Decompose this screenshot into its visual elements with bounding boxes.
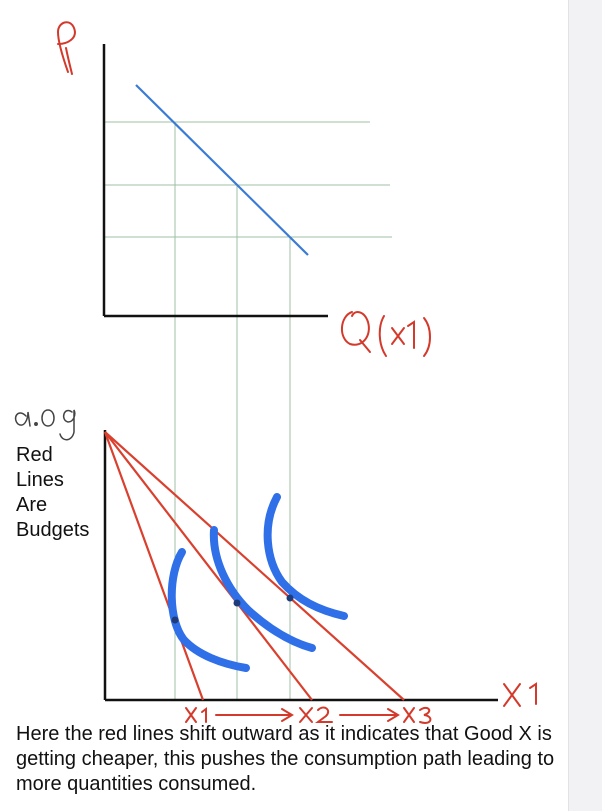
demand-curve — [135, 84, 309, 256]
legend-line: Red — [16, 444, 53, 466]
budget-legend: Red Lines Are Budgets — [16, 443, 106, 543]
tangency-point-2 — [233, 599, 241, 607]
legend-line: Are — [16, 494, 48, 516]
vertical-scrollbar[interactable] — [568, 0, 602, 811]
indifference-curve-2 — [209, 526, 316, 652]
legend-line: Budgets — [16, 519, 90, 541]
budget-graph — [14, 409, 537, 724]
explanation-text: Here the red lines shift outward as it i… — [16, 723, 555, 795]
legend-line: Lines — [16, 469, 64, 491]
indifference-curve-1 — [167, 548, 250, 672]
demand-graph: P — [52, 21, 431, 700]
price-axis-label — [56, 21, 76, 75]
budget-line-1 — [103, 431, 205, 701]
good-x-axis-label — [503, 682, 537, 707]
quantity-axis-label — [341, 311, 431, 357]
budget-line-3 — [104, 431, 405, 701]
budget-line-2 — [104, 431, 313, 701]
price-axis-label-text: P — [52, 39, 53, 41]
tangency-point-3 — [286, 594, 294, 602]
other-goods-axis-label — [14, 409, 76, 441]
quantity-marks — [185, 706, 432, 724]
tangency-point-1 — [171, 616, 179, 624]
indifference-curve-3 — [263, 493, 348, 620]
